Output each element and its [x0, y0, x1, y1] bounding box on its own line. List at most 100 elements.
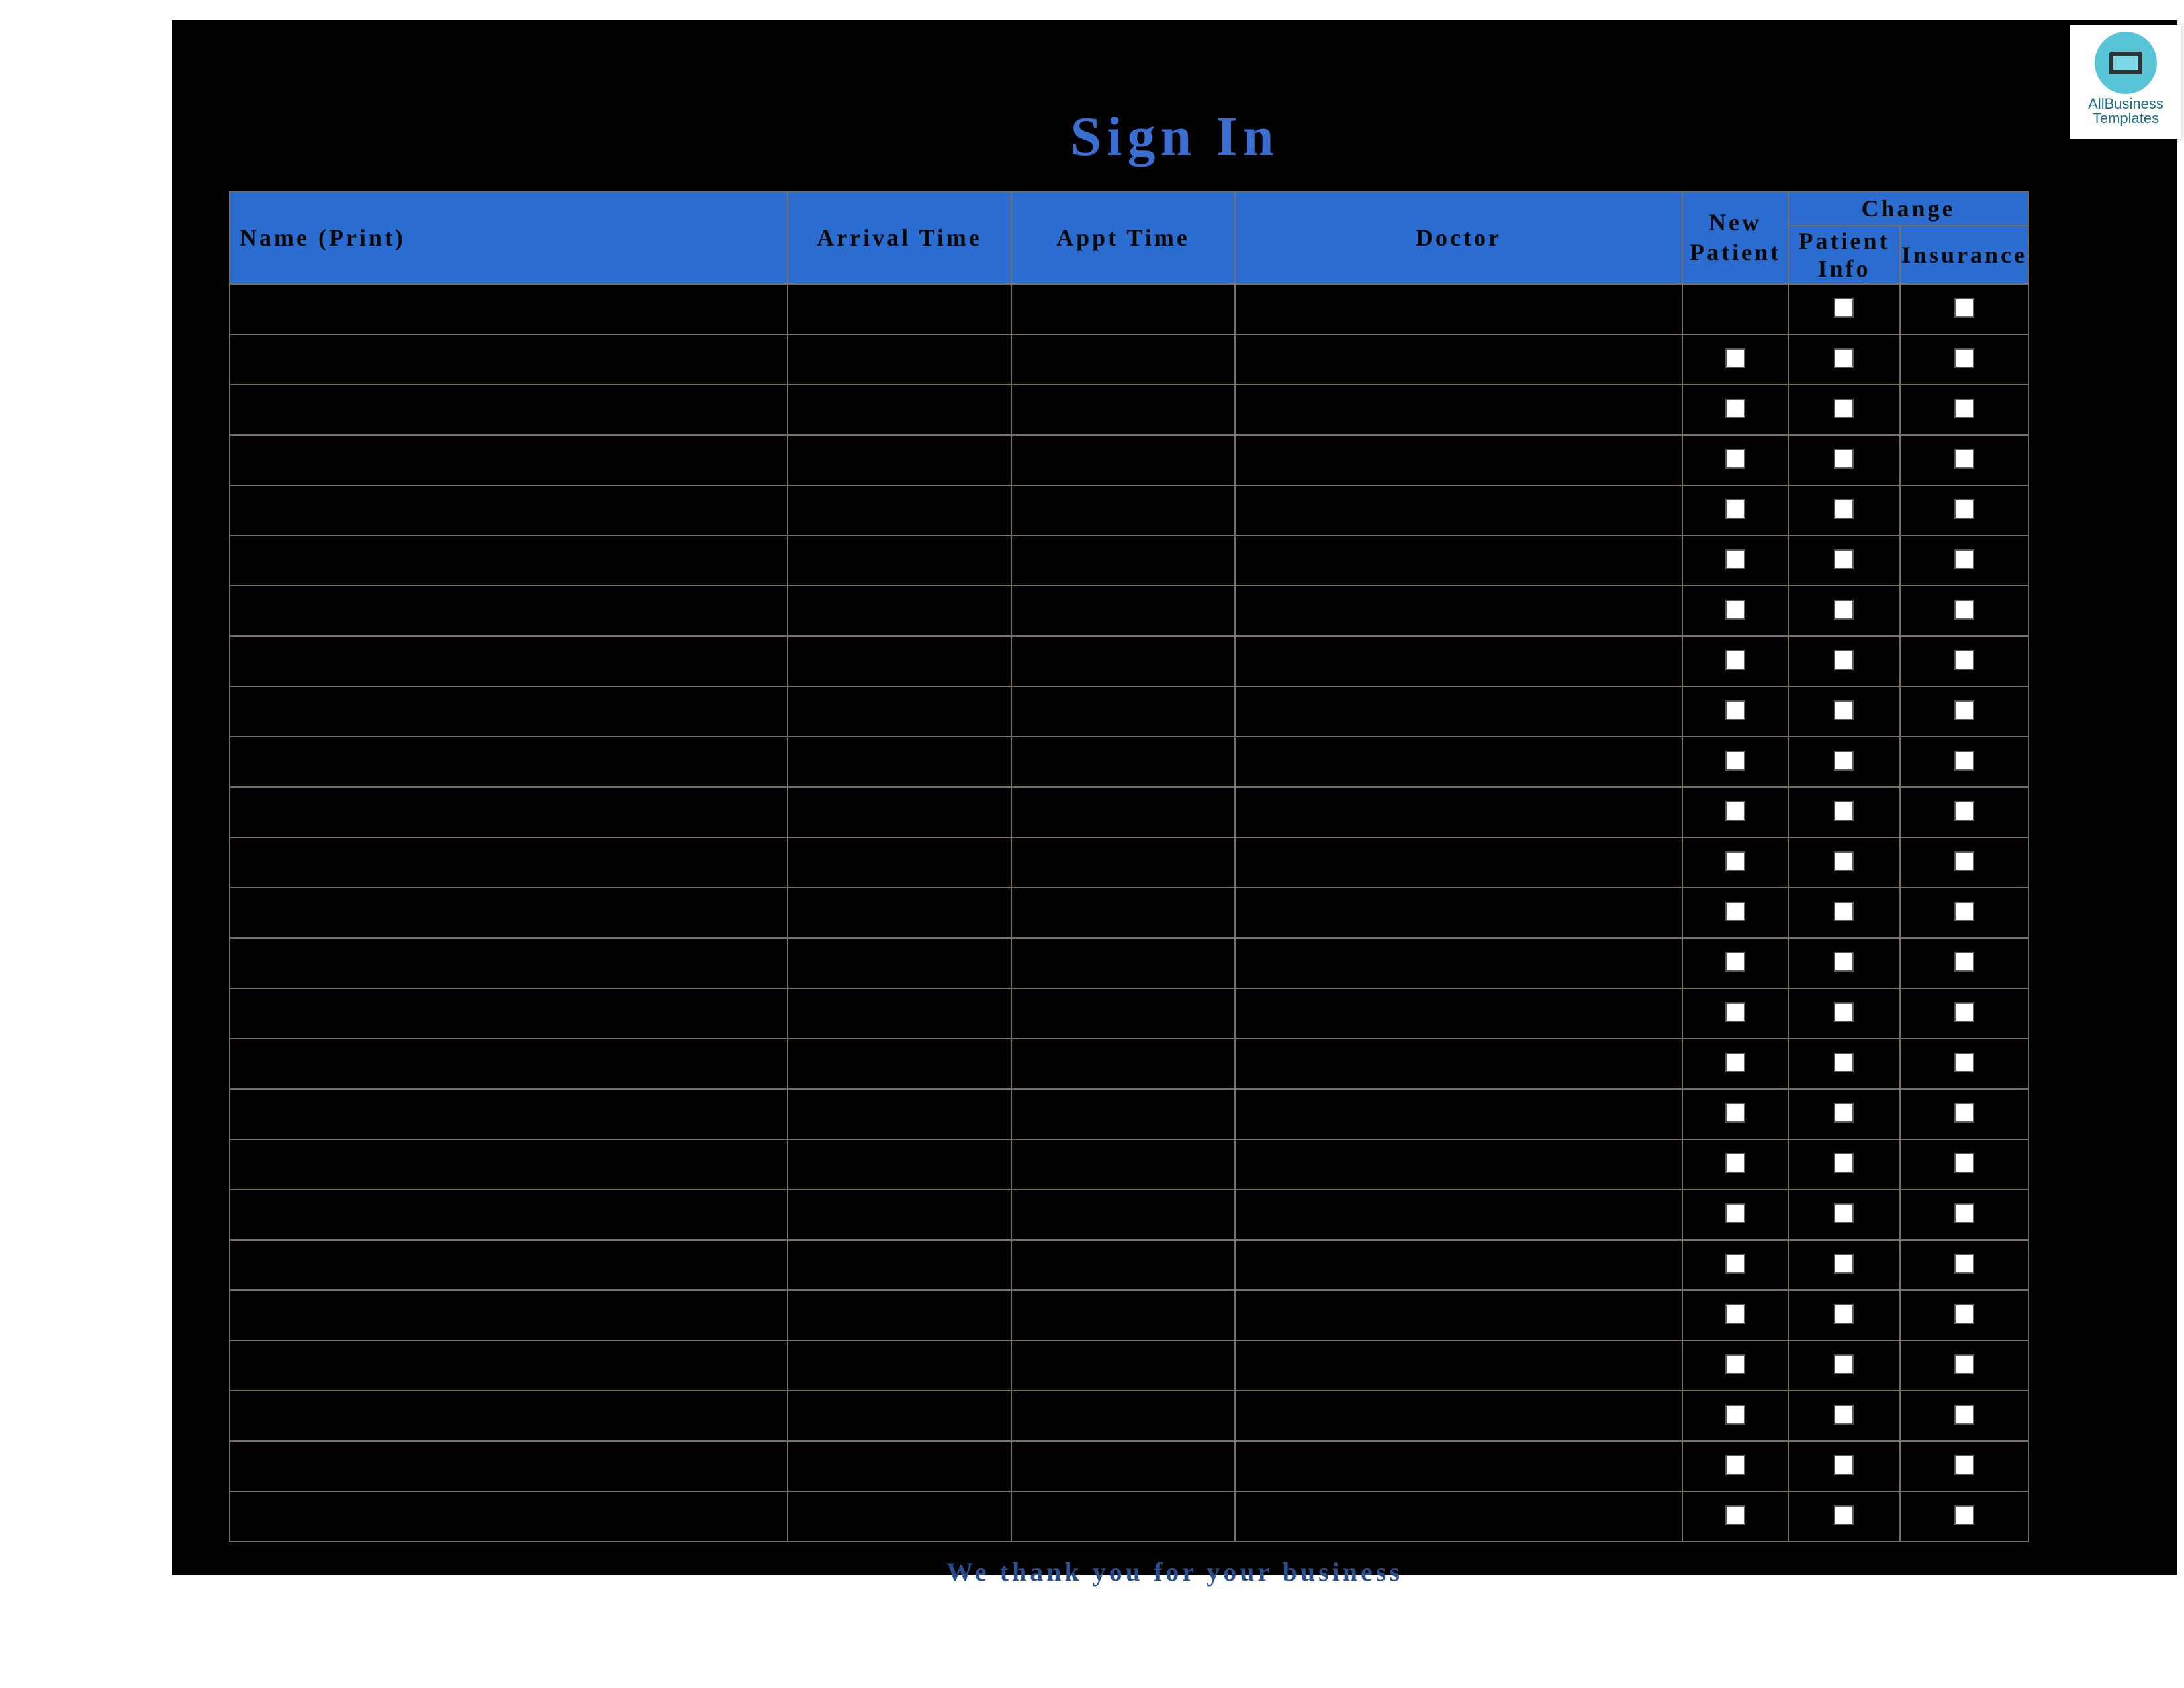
- table-cell[interactable]: [1900, 636, 2028, 686]
- table-cell[interactable]: [1235, 334, 1682, 385]
- table-cell[interactable]: [1682, 888, 1788, 938]
- table-cell[interactable]: [788, 586, 1011, 636]
- table-cell[interactable]: [1682, 1491, 1788, 1542]
- checkbox[interactable]: [1954, 449, 1974, 469]
- checkbox[interactable]: [1834, 449, 1854, 469]
- table-cell[interactable]: [230, 686, 788, 737]
- table-cell[interactable]: [1235, 1039, 1682, 1089]
- table-cell[interactable]: [1788, 1491, 1900, 1542]
- table-cell[interactable]: [788, 385, 1011, 435]
- table-cell[interactable]: [230, 284, 788, 334]
- table-cell[interactable]: [1788, 787, 1900, 837]
- table-cell[interactable]: [1235, 1240, 1682, 1290]
- table-cell[interactable]: [1682, 1190, 1788, 1240]
- table-cell[interactable]: [230, 737, 788, 787]
- table-cell[interactable]: [1011, 1190, 1235, 1240]
- checkbox[interactable]: [1834, 399, 1854, 418]
- table-cell[interactable]: [1900, 1190, 2028, 1240]
- table-cell[interactable]: [230, 988, 788, 1039]
- table-cell[interactable]: [1682, 1441, 1788, 1491]
- table-cell[interactable]: [1682, 938, 1788, 988]
- table-cell[interactable]: [1011, 284, 1235, 334]
- checkbox[interactable]: [1834, 1405, 1854, 1425]
- checkbox[interactable]: [1954, 348, 1974, 368]
- checkbox[interactable]: [1954, 1304, 1974, 1324]
- table-cell[interactable]: [1011, 1139, 1235, 1190]
- table-cell[interactable]: [1011, 938, 1235, 988]
- table-cell[interactable]: [1900, 1491, 2028, 1542]
- checkbox[interactable]: [1834, 1254, 1854, 1274]
- table-cell[interactable]: [1682, 435, 1788, 485]
- table-cell[interactable]: [788, 888, 1011, 938]
- checkbox[interactable]: [1834, 1304, 1854, 1324]
- checkbox[interactable]: [1725, 700, 1745, 720]
- table-cell[interactable]: [1788, 636, 1900, 686]
- table-cell[interactable]: [1682, 1290, 1788, 1340]
- table-cell[interactable]: [1235, 385, 1682, 435]
- table-cell[interactable]: [788, 1290, 1011, 1340]
- table-cell[interactable]: [230, 586, 788, 636]
- table-cell[interactable]: [1900, 1391, 2028, 1441]
- table-cell[interactable]: [1235, 1391, 1682, 1441]
- table-cell[interactable]: [1900, 1240, 2028, 1290]
- table-cell[interactable]: [1788, 1290, 1900, 1340]
- table-cell[interactable]: [1788, 284, 1900, 334]
- table-cell[interactable]: [788, 1089, 1011, 1139]
- table-cell[interactable]: [1235, 485, 1682, 536]
- checkbox[interactable]: [1954, 600, 1974, 620]
- table-cell[interactable]: [1011, 1039, 1235, 1089]
- table-cell[interactable]: [1788, 686, 1900, 737]
- table-cell[interactable]: [1788, 536, 1900, 586]
- table-cell[interactable]: [1011, 435, 1235, 485]
- table-cell[interactable]: [230, 1441, 788, 1491]
- table-cell[interactable]: [1011, 334, 1235, 385]
- table-cell[interactable]: [1235, 938, 1682, 988]
- table-cell[interactable]: [1788, 1089, 1900, 1139]
- checkbox[interactable]: [1834, 348, 1854, 368]
- table-cell[interactable]: [1011, 888, 1235, 938]
- table-cell[interactable]: [1900, 988, 2028, 1039]
- table-cell[interactable]: [230, 385, 788, 435]
- table-cell[interactable]: [1788, 1039, 1900, 1089]
- checkbox[interactable]: [1725, 1153, 1745, 1173]
- table-cell[interactable]: [1682, 1139, 1788, 1190]
- checkbox[interactable]: [1954, 952, 1974, 972]
- table-cell[interactable]: [1235, 1441, 1682, 1491]
- checkbox[interactable]: [1725, 1254, 1745, 1274]
- table-cell[interactable]: [1011, 1491, 1235, 1542]
- table-cell[interactable]: [1788, 988, 1900, 1039]
- table-cell[interactable]: [1682, 1039, 1788, 1089]
- checkbox[interactable]: [1954, 700, 1974, 720]
- table-cell[interactable]: [1011, 485, 1235, 536]
- table-cell[interactable]: [1011, 385, 1235, 435]
- table-cell[interactable]: [1011, 1340, 1235, 1391]
- checkbox[interactable]: [1834, 902, 1854, 921]
- checkbox[interactable]: [1725, 952, 1745, 972]
- table-cell[interactable]: [1682, 1340, 1788, 1391]
- table-cell[interactable]: [1235, 1290, 1682, 1340]
- checkbox[interactable]: [1834, 851, 1854, 871]
- checkbox[interactable]: [1725, 851, 1745, 871]
- table-cell[interactable]: [1011, 636, 1235, 686]
- table-cell[interactable]: [1682, 485, 1788, 536]
- table-cell[interactable]: [1900, 334, 2028, 385]
- checkbox[interactable]: [1725, 499, 1745, 519]
- checkbox[interactable]: [1834, 1354, 1854, 1374]
- table-cell[interactable]: [1788, 334, 1900, 385]
- table-cell[interactable]: [1788, 1391, 1900, 1441]
- checkbox[interactable]: [1954, 1103, 1974, 1123]
- checkbox[interactable]: [1725, 399, 1745, 418]
- checkbox[interactable]: [1725, 449, 1745, 469]
- table-cell[interactable]: [1011, 988, 1235, 1039]
- table-cell[interactable]: [1900, 787, 2028, 837]
- table-cell[interactable]: [1682, 284, 1788, 334]
- checkbox[interactable]: [1725, 1103, 1745, 1123]
- table-cell[interactable]: [1788, 385, 1900, 435]
- table-cell[interactable]: [1235, 636, 1682, 686]
- table-cell[interactable]: [1900, 737, 2028, 787]
- table-cell[interactable]: [1682, 1089, 1788, 1139]
- checkbox[interactable]: [1725, 1053, 1745, 1072]
- table-cell[interactable]: [1900, 938, 2028, 988]
- table-cell[interactable]: [1788, 888, 1900, 938]
- checkbox[interactable]: [1725, 650, 1745, 670]
